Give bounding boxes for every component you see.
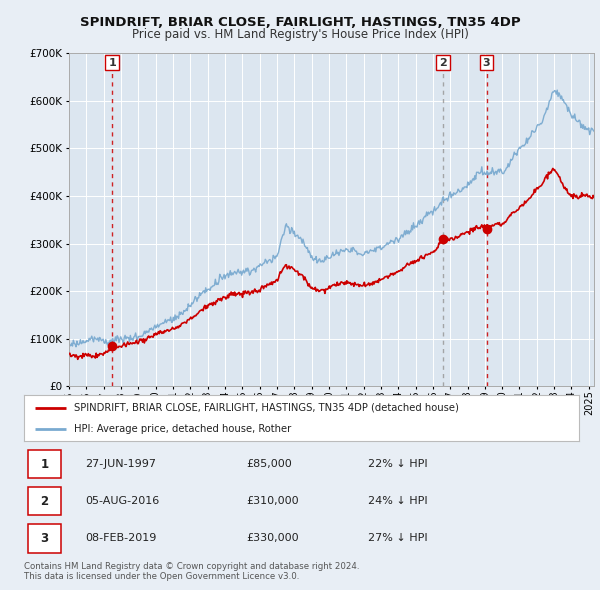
Text: 27-JUN-1997: 27-JUN-1997	[85, 459, 156, 469]
FancyBboxPatch shape	[28, 450, 61, 478]
Text: 2: 2	[439, 58, 447, 68]
Text: Contains HM Land Registry data © Crown copyright and database right 2024.
This d: Contains HM Land Registry data © Crown c…	[24, 562, 359, 581]
Text: Price paid vs. HM Land Registry's House Price Index (HPI): Price paid vs. HM Land Registry's House …	[131, 28, 469, 41]
Text: 08-FEB-2019: 08-FEB-2019	[85, 533, 157, 543]
Text: 2: 2	[40, 494, 49, 508]
Text: 05-AUG-2016: 05-AUG-2016	[85, 496, 160, 506]
Text: 1: 1	[108, 58, 116, 68]
FancyBboxPatch shape	[28, 487, 61, 516]
Text: 3: 3	[40, 532, 49, 545]
Text: £330,000: £330,000	[246, 533, 299, 543]
Text: £310,000: £310,000	[246, 496, 299, 506]
Text: £85,000: £85,000	[246, 459, 292, 469]
Text: 27% ↓ HPI: 27% ↓ HPI	[368, 533, 428, 543]
Text: 24% ↓ HPI: 24% ↓ HPI	[368, 496, 428, 506]
Text: SPINDRIFT, BRIAR CLOSE, FAIRLIGHT, HASTINGS, TN35 4DP: SPINDRIFT, BRIAR CLOSE, FAIRLIGHT, HASTI…	[80, 16, 520, 29]
Text: SPINDRIFT, BRIAR CLOSE, FAIRLIGHT, HASTINGS, TN35 4DP (detached house): SPINDRIFT, BRIAR CLOSE, FAIRLIGHT, HASTI…	[74, 403, 459, 413]
Text: 1: 1	[40, 458, 49, 471]
Text: HPI: Average price, detached house, Rother: HPI: Average price, detached house, Roth…	[74, 424, 291, 434]
FancyBboxPatch shape	[28, 524, 61, 552]
Text: 22% ↓ HPI: 22% ↓ HPI	[368, 459, 428, 469]
Text: 3: 3	[483, 58, 490, 68]
